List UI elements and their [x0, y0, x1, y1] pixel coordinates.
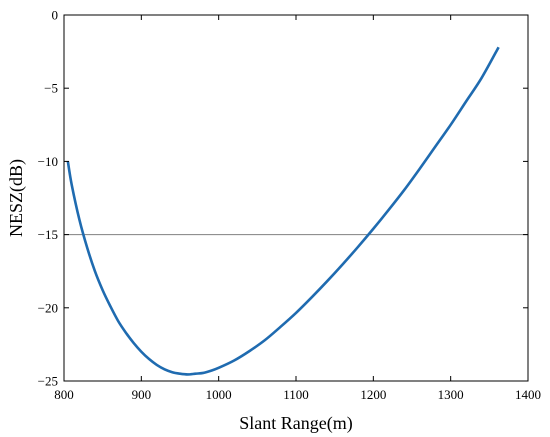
x-tick-label: 1100 — [283, 387, 309, 402]
x-tick-label: 1200 — [360, 387, 386, 402]
y-tick-label: 0 — [52, 8, 59, 23]
y-tick-label: −25 — [38, 374, 58, 389]
ticks: 800 900 1000 1100 1200 1300 1400 0 −5 −10 −15 −20 −2… — [38, 8, 541, 403]
x-tick-label: 1400 — [515, 387, 541, 402]
x-tick-label: 800 — [54, 387, 74, 402]
series-layer — [66, 46, 500, 376]
plot-frame — [63, 14, 529, 382]
y-tick-label: −5 — [44, 81, 58, 96]
y-axis-label: NESZ(dB) — [6, 159, 27, 237]
y-tick-label: −10 — [38, 154, 58, 169]
x-tick-label: 1300 — [438, 387, 464, 402]
x-axis-label: Slant Range(m) — [239, 413, 352, 434]
y-tick-label: −15 — [38, 227, 58, 242]
y-tick-label: −20 — [38, 300, 58, 315]
x-tick-label: 900 — [132, 387, 152, 402]
x-tick-label: 1000 — [206, 387, 232, 402]
series-line — [66, 46, 500, 376]
